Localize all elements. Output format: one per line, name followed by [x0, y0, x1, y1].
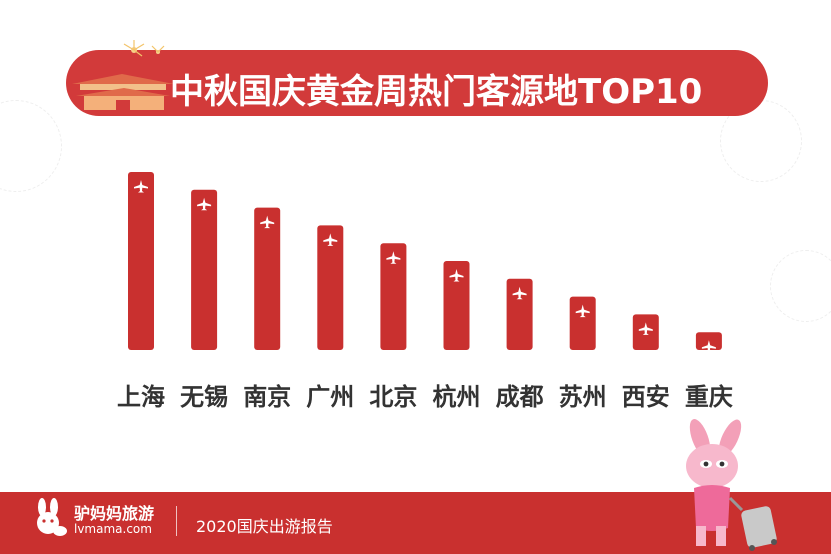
title-banner: [66, 50, 768, 116]
bar-上海: [128, 172, 154, 350]
category-label: 成都: [496, 383, 544, 411]
category-label: 杭州: [433, 383, 481, 411]
airplane-icon: [134, 180, 148, 193]
airplane-icon: [575, 304, 590, 318]
bar-广州: [317, 225, 344, 350]
bar-北京: [380, 243, 407, 350]
lvmama-logo-icon: [37, 498, 67, 536]
airplane-icon: [701, 340, 716, 353]
category-label: 广州: [306, 383, 354, 411]
airplane-icon: [638, 322, 653, 335]
footer-bar: [0, 492, 831, 554]
category-label: 北京: [369, 383, 417, 411]
footer-divider: [176, 506, 177, 536]
category-label: 西安: [622, 383, 670, 411]
report-title: 2020国庆出游报告: [196, 517, 333, 536]
airplane-icon: [197, 197, 212, 211]
bar-杭州: [443, 261, 470, 350]
category-label: 上海: [117, 383, 165, 411]
chart-title: 中秋国庆黄金周热门客源地TOP10: [170, 72, 703, 112]
brand-name: 驴妈妈旅游: [74, 504, 155, 523]
tiananmen-icon: [72, 40, 174, 110]
brand-url: lvmama.com: [74, 522, 152, 536]
category-label: 南京: [243, 383, 291, 411]
category-label: 无锡: [180, 383, 228, 411]
bar-苏州: [569, 296, 596, 350]
airplane-icon: [512, 286, 527, 300]
category-label: 重庆: [685, 383, 733, 411]
category-label: 苏州: [559, 383, 607, 411]
airplane-icon: [323, 233, 338, 246]
airplane-icon: [260, 215, 275, 229]
bar-成都: [506, 278, 533, 350]
bar-无锡: [191, 189, 218, 350]
bar-chart: 上海 无锡 南京 广州 北京 杭州 成都 苏州 西安 重庆: [117, 172, 733, 411]
bar-南京: [254, 207, 281, 350]
mascot-rabbit-icon: [686, 419, 777, 551]
airplane-icon: [386, 251, 401, 264]
airplane-icon: [449, 269, 464, 282]
firework-decoration: [770, 250, 831, 322]
